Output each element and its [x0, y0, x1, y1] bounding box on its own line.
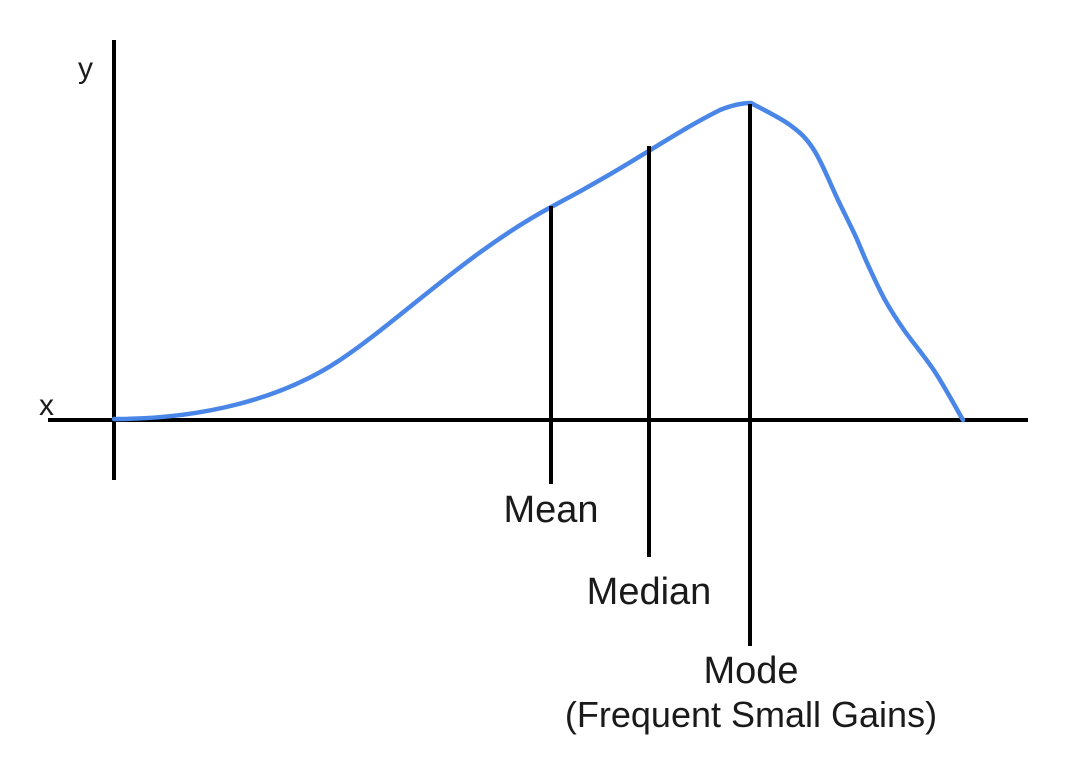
svg-text:Mode: Mode [703, 650, 798, 692]
svg-text:x: x [39, 389, 54, 422]
svg-text:Median: Median [587, 571, 712, 613]
svg-text:Mean: Mean [503, 489, 598, 531]
svg-text:(Frequent Small Gains): (Frequent Small Gains) [565, 694, 937, 735]
svg-text:y: y [78, 52, 93, 85]
